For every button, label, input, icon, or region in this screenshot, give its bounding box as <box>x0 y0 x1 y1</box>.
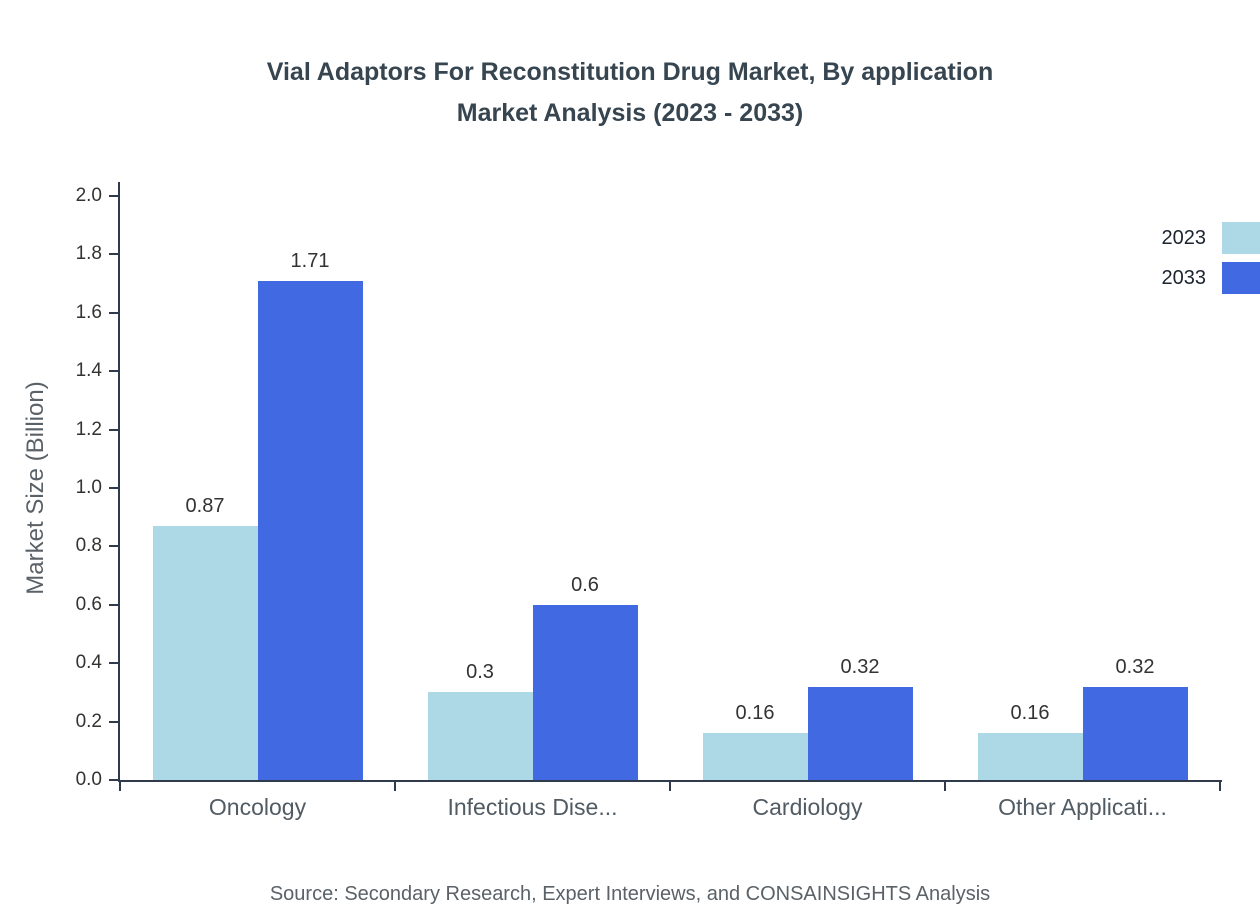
bar-group: 0.16 0.32 <box>670 196 945 780</box>
x-tick-mark <box>394 780 396 791</box>
legend-label: 2033 <box>1161 266 1207 289</box>
bar-group: 0.16 0.32 <box>945 196 1220 780</box>
y-tick-label: 1.0 <box>75 477 102 498</box>
bar-value-label: 0.6 <box>571 573 599 596</box>
y-tick-label: 0.2 <box>75 710 102 732</box>
y-tick-mark <box>109 195 118 197</box>
bar-group: 0.87 1.71 <box>120 196 395 780</box>
y-axis-line <box>118 182 120 782</box>
chart-title-line1: Vial Adaptors For Reconstitution Drug Ma… <box>266 58 994 86</box>
x-tick-mark <box>1219 780 1221 791</box>
y-tick-mark <box>109 487 118 489</box>
bar-2023: 0.16 <box>702 702 808 780</box>
legend-row: 2023 <box>1162 218 1260 258</box>
bar-value-label: 0.16 <box>735 702 775 725</box>
y-tick-label: 1.4 <box>75 360 102 382</box>
chart-title: Vial Adaptors For Reconstitution Drug Ma… <box>0 52 1260 134</box>
y-tick-label: 1.2 <box>75 418 102 440</box>
y-tick-label: 0.6 <box>75 593 102 615</box>
legend-swatch <box>1222 222 1260 254</box>
bar-2033: 0.6 <box>532 574 638 780</box>
y-tick-label: 0.4 <box>75 652 102 674</box>
y-tick-label: 0.0 <box>75 769 102 790</box>
bar-2033: 0.32 <box>807 656 913 780</box>
plot-area: 0.0 0.2 0.4 0.6 0.8 1.0 1.2 1.4 1.6 1.8 2.0 0.87 1.… <box>76 182 1222 820</box>
bar-2023: 0.87 <box>152 495 258 780</box>
y-tick-mark <box>109 311 118 314</box>
y-tick-label: 2.0 <box>75 185 102 206</box>
bar-value-label: 0.32 <box>1115 655 1155 678</box>
y-tick-mark <box>109 253 118 256</box>
bar-2023: 0.3 <box>427 661 533 780</box>
y-tick-label: 1.6 <box>75 301 102 323</box>
y-tick-mark <box>109 603 118 606</box>
y-tick-mark <box>109 779 118 781</box>
bar-2033: 0.32 <box>1082 656 1188 780</box>
x-category-label: Cardiology <box>752 794 863 820</box>
bar-value-label: 0.3 <box>466 661 494 684</box>
chart-title-line2: Market Analysis (2023 - 2033) <box>456 99 804 127</box>
x-category-label: Other Applicati... <box>998 794 1167 820</box>
legend-swatch <box>1222 262 1260 294</box>
x-category-label: Oncology <box>208 794 307 820</box>
bar-value-label: 0.32 <box>840 655 880 678</box>
bar-value-label: 0.87 <box>185 494 225 517</box>
y-tick-label: 1.8 <box>75 243 102 265</box>
legend-row: 2033 <box>1162 258 1260 298</box>
x-tick-mark <box>119 780 121 791</box>
bar-2023: 0.16 <box>977 702 1083 780</box>
y-tick-mark <box>109 662 118 665</box>
bar-group: 0.3 0.6 <box>395 196 670 780</box>
x-tick-mark <box>944 780 946 791</box>
bar-2033: 1.71 <box>257 250 363 780</box>
legend: 2023 2033 <box>1162 218 1260 298</box>
x-tick-mark <box>669 780 671 791</box>
bar-value-label: 1.71 <box>290 249 330 272</box>
y-tick-mark <box>109 545 118 548</box>
y-tick-mark <box>109 720 118 723</box>
legend-label: 2023 <box>1161 226 1207 249</box>
x-category-label: Infectious Dise... <box>447 794 618 820</box>
y-tick-mark <box>109 370 118 373</box>
bar-value-label: 0.16 <box>1010 702 1050 725</box>
y-tick-label: 0.8 <box>75 535 102 557</box>
y-tick-mark <box>109 428 118 431</box>
source-note: Source: Secondary Research, Expert Inter… <box>269 883 991 905</box>
